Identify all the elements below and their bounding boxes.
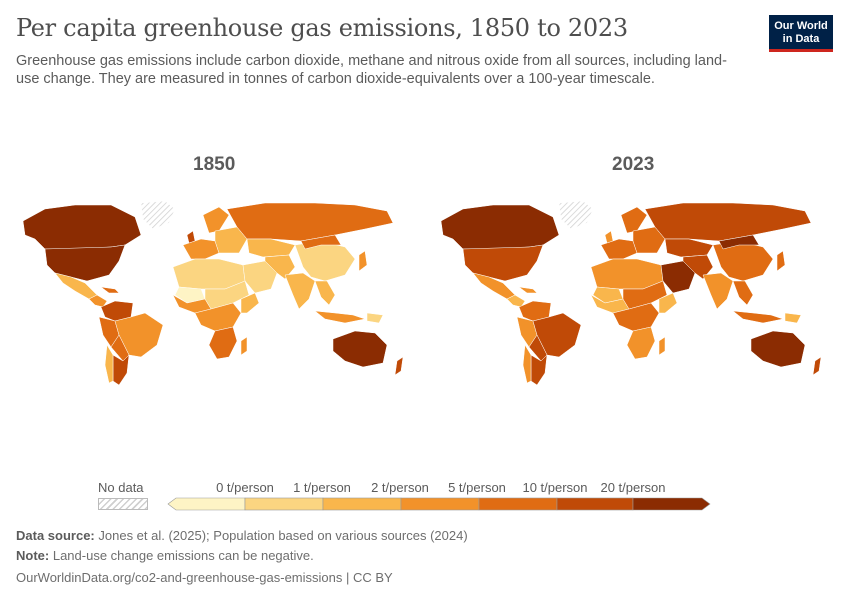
legend-bin-1[interactable]: [244, 497, 324, 511]
madagascar: [240, 336, 248, 356]
indonesia: [314, 310, 366, 324]
new-zealand: [394, 356, 404, 376]
legend-bin-3[interactable]: [400, 497, 480, 511]
greenland: [140, 200, 176, 230]
cuba: [518, 286, 538, 294]
legend-label-0: 0 t/person: [216, 480, 274, 495]
canada: [22, 204, 142, 250]
world-map-2023[interactable]: [433, 195, 833, 385]
legend-label-1: 1 t/person: [293, 480, 351, 495]
central-america: [88, 294, 108, 308]
legend-bin-5[interactable]: [556, 497, 634, 511]
chart-title: Per capita greenhouse gas emissions, 185…: [16, 14, 628, 42]
source-text[interactable]: Jones et al. (2025); Population based on…: [98, 528, 468, 543]
papua: [366, 312, 384, 324]
legend-label-2: 2 t/person: [371, 480, 429, 495]
japan: [776, 250, 786, 272]
cuba: [100, 286, 120, 294]
source-label: Data source:: [16, 528, 95, 543]
mongolia: [300, 234, 342, 250]
note-label: Note:: [16, 548, 50, 563]
legend-bin-0[interactable]: [167, 497, 246, 511]
russia: [644, 202, 812, 242]
note-text: Land-use change emissions can be negativ…: [52, 548, 314, 563]
north-africa: [590, 258, 664, 290]
mongolia: [718, 234, 760, 250]
iran-central-asia: [682, 254, 714, 280]
footer-note: Note: Land-use change emissions can be n…: [16, 548, 314, 563]
greenland: [558, 200, 594, 230]
canada: [440, 204, 560, 250]
owid-logo[interactable]: Our World in Data: [769, 15, 833, 52]
legend-bin-6[interactable]: [632, 497, 711, 511]
legend-label-5: 20 t/person: [600, 480, 666, 495]
legend-label-3: 5 t/person: [448, 480, 506, 495]
southern-africa: [208, 326, 238, 360]
chart-subtitle: Greenhouse gas emissions include carbon …: [16, 53, 727, 87]
map-year-left: 1850: [193, 154, 236, 175]
india: [702, 272, 734, 310]
madagascar: [658, 336, 666, 356]
japan: [358, 250, 368, 272]
kazakhstan: [246, 238, 296, 258]
legend-no-data-label: No data: [98, 480, 144, 495]
logo-line-1: Our World: [774, 20, 828, 32]
usa: [44, 244, 126, 282]
horn-africa: [240, 292, 260, 314]
north-africa: [172, 258, 246, 290]
legend-no-data-swatch[interactable]: [98, 498, 148, 510]
legend-bin-2[interactable]: [322, 497, 402, 511]
footer-source: Data source: Jones et al. (2025); Popula…: [16, 528, 468, 543]
chile: [104, 344, 114, 384]
indonesia: [732, 310, 784, 324]
argentina: [112, 354, 130, 385]
map-year-right: 2023: [612, 154, 655, 175]
australia: [332, 330, 388, 368]
usa: [462, 244, 544, 282]
argentina: [530, 354, 548, 385]
kazakhstan: [664, 238, 714, 258]
scandinavia: [202, 206, 230, 234]
western-europe: [600, 238, 638, 260]
legend-bin-4[interactable]: [478, 497, 558, 511]
southeast-asia: [732, 280, 754, 306]
logo-line-2: in Data: [782, 33, 820, 45]
footer-url[interactable]: OurWorldinData.org/co2-and-greenhouse-ga…: [16, 570, 393, 585]
india: [284, 272, 316, 310]
legend-label-4: 10 t/person: [522, 480, 588, 495]
scandinavia: [620, 206, 648, 234]
legend-color-bar[interactable]: [160, 494, 720, 514]
world-map-1850[interactable]: [15, 195, 415, 385]
papua: [784, 312, 802, 324]
central-africa: [612, 302, 660, 332]
australia: [750, 330, 806, 368]
new-zealand: [812, 356, 822, 376]
horn-africa: [658, 292, 678, 314]
southern-africa: [626, 326, 656, 360]
chile: [522, 344, 532, 384]
russia: [226, 202, 394, 242]
iran-central-asia: [264, 254, 296, 280]
southeast-asia: [314, 280, 336, 306]
central-america: [506, 294, 526, 308]
western-europe: [182, 238, 220, 260]
central-africa: [194, 302, 242, 332]
